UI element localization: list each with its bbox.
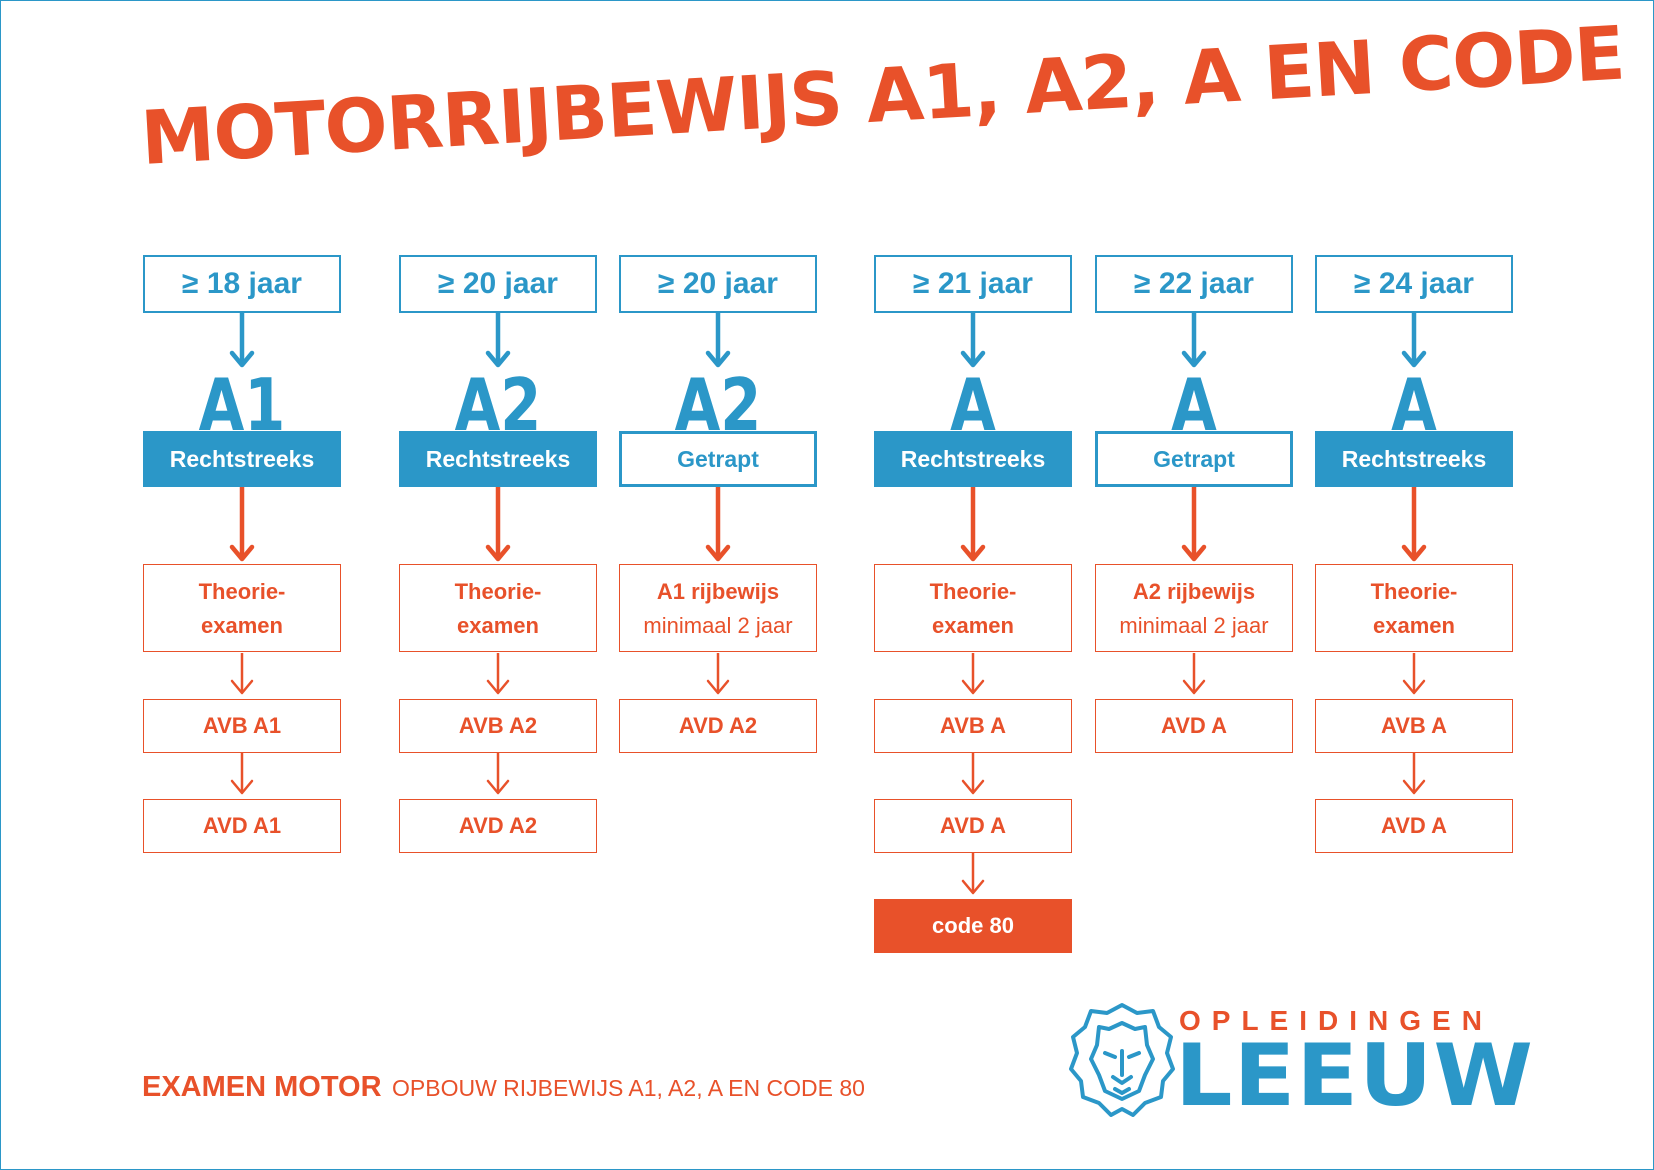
age-requirement: ≥ 20 jaar	[619, 255, 817, 313]
step-label: A1 rijbewijs	[656, 579, 780, 604]
footer-subtitle: OPBOUW RIJBEWIJS A1, A2, A EN CODE 80	[392, 1075, 865, 1101]
route-column: ≥ 21 jaar A Rechtstreeks Theorie-examen AVB …	[874, 1, 1072, 1001]
step-box: AVB A1	[143, 699, 341, 753]
step-box: AVD A1	[143, 799, 341, 853]
route-type: Getrapt	[1095, 431, 1293, 487]
route-column: ≥ 24 jaar A Rechtstreeks Theorie-examen AVB …	[1315, 1, 1513, 1001]
footer-title: EXAMEN MOTOR	[142, 1071, 382, 1103]
arrow-down-icon	[1095, 653, 1293, 695]
route-column: ≥ 20 jaar A2 Rechtstreeks Theorie-examen AVB…	[399, 1, 597, 1001]
footer: EXAMEN MOTOR OPBOUW RIJBEWIJS A1, A2, A …	[142, 1071, 865, 1104]
step-sublabel: examen	[1373, 613, 1455, 638]
arrow-down-icon	[1095, 313, 1293, 368]
step-box: AVD A2	[399, 799, 597, 853]
age-requirement: ≥ 21 jaar	[874, 255, 1072, 313]
route-type: Rechtstreeks	[874, 431, 1072, 487]
step-sublabel: examen	[457, 613, 539, 638]
step-box: A2 rijbewijs minimaal 2 jaar	[1095, 564, 1293, 652]
arrow-down-icon	[399, 653, 597, 695]
route-type: Rechtstreeks	[1315, 431, 1513, 487]
age-requirement: ≥ 20 jaar	[399, 255, 597, 313]
arrow-down-icon	[143, 753, 341, 795]
logo: OPLEIDINGEN LEEUW	[1067, 1001, 1533, 1121]
arrow-down-icon	[874, 653, 1072, 695]
arrow-down-icon	[399, 313, 597, 368]
step-label: Theorie-	[198, 579, 286, 604]
license-category: A1	[198, 363, 286, 447]
arrow-down-icon	[619, 313, 817, 368]
logo-bottom-text: LEEUW	[1175, 1026, 1535, 1126]
route-column: ≥ 18 jaar A1 Rechtstreeks Theorie-examen AVB…	[143, 1, 341, 1001]
arrow-down-icon	[619, 653, 817, 695]
code-80-box: code 80	[874, 899, 1072, 953]
license-category: A	[1391, 363, 1437, 447]
step-box: Theorie-examen	[399, 564, 597, 652]
step-box: A1 rijbewijs minimaal 2 jaar	[619, 564, 817, 652]
step-box: AVB A	[874, 699, 1072, 753]
arrow-down-icon	[874, 487, 1072, 562]
arrow-down-icon	[619, 487, 817, 562]
arrow-down-icon	[1315, 487, 1513, 562]
license-category: A2	[674, 363, 762, 447]
arrow-down-icon	[399, 487, 597, 562]
age-requirement: ≥ 18 jaar	[143, 255, 341, 313]
license-category: A2	[454, 363, 542, 447]
step-sublabel: examen	[932, 613, 1014, 638]
arrow-down-icon	[399, 753, 597, 795]
license-category: A	[950, 363, 996, 447]
route-type: Rechtstreeks	[399, 431, 597, 487]
arrow-down-icon	[1095, 487, 1293, 562]
arrow-down-icon	[874, 313, 1072, 368]
step-box: AVB A2	[399, 699, 597, 753]
step-box: Theorie-examen	[1315, 564, 1513, 652]
step-box: AVD A	[1095, 699, 1293, 753]
step-box: AVB A	[1315, 699, 1513, 753]
arrow-down-icon	[143, 313, 341, 368]
step-sublabel: examen	[201, 613, 283, 638]
arrow-down-icon	[143, 487, 341, 562]
route-column: ≥ 22 jaar A Getrapt A2 rijbewijs minimaal 2 …	[1095, 1, 1293, 1001]
age-requirement: ≥ 24 jaar	[1315, 255, 1513, 313]
step-box: Theorie-examen	[874, 564, 1072, 652]
route-type: Rechtstreeks	[143, 431, 341, 487]
logo-top-text: OPLEIDINGEN	[1179, 1005, 1493, 1036]
lion-head-icon	[1069, 1003, 1175, 1117]
arrow-down-icon	[1315, 313, 1513, 368]
route-column: ≥ 20 jaar A2 Getrapt A1 rijbewijs minimaal 2…	[619, 1, 817, 1001]
step-box: AVD A2	[619, 699, 817, 753]
arrow-down-icon	[1315, 653, 1513, 695]
arrow-down-icon	[143, 653, 341, 695]
step-label: Theorie-	[1370, 579, 1458, 604]
step-box: AVD A	[874, 799, 1072, 853]
age-requirement: ≥ 22 jaar	[1095, 255, 1293, 313]
step-sublabel: minimaal 2 jaar	[1119, 613, 1269, 638]
step-box: AVD A	[1315, 799, 1513, 853]
step-sublabel: minimaal 2 jaar	[643, 613, 793, 638]
arrow-down-icon	[874, 753, 1072, 795]
step-label: Theorie-	[454, 579, 542, 604]
step-box: Theorie-examen	[143, 564, 341, 652]
route-type: Getrapt	[619, 431, 817, 487]
license-category: A	[1171, 363, 1217, 447]
arrow-down-icon	[1315, 753, 1513, 795]
arrow-down-icon	[874, 853, 1072, 895]
step-label: Theorie-	[929, 579, 1017, 604]
step-label: A2 rijbewijs	[1132, 579, 1256, 604]
